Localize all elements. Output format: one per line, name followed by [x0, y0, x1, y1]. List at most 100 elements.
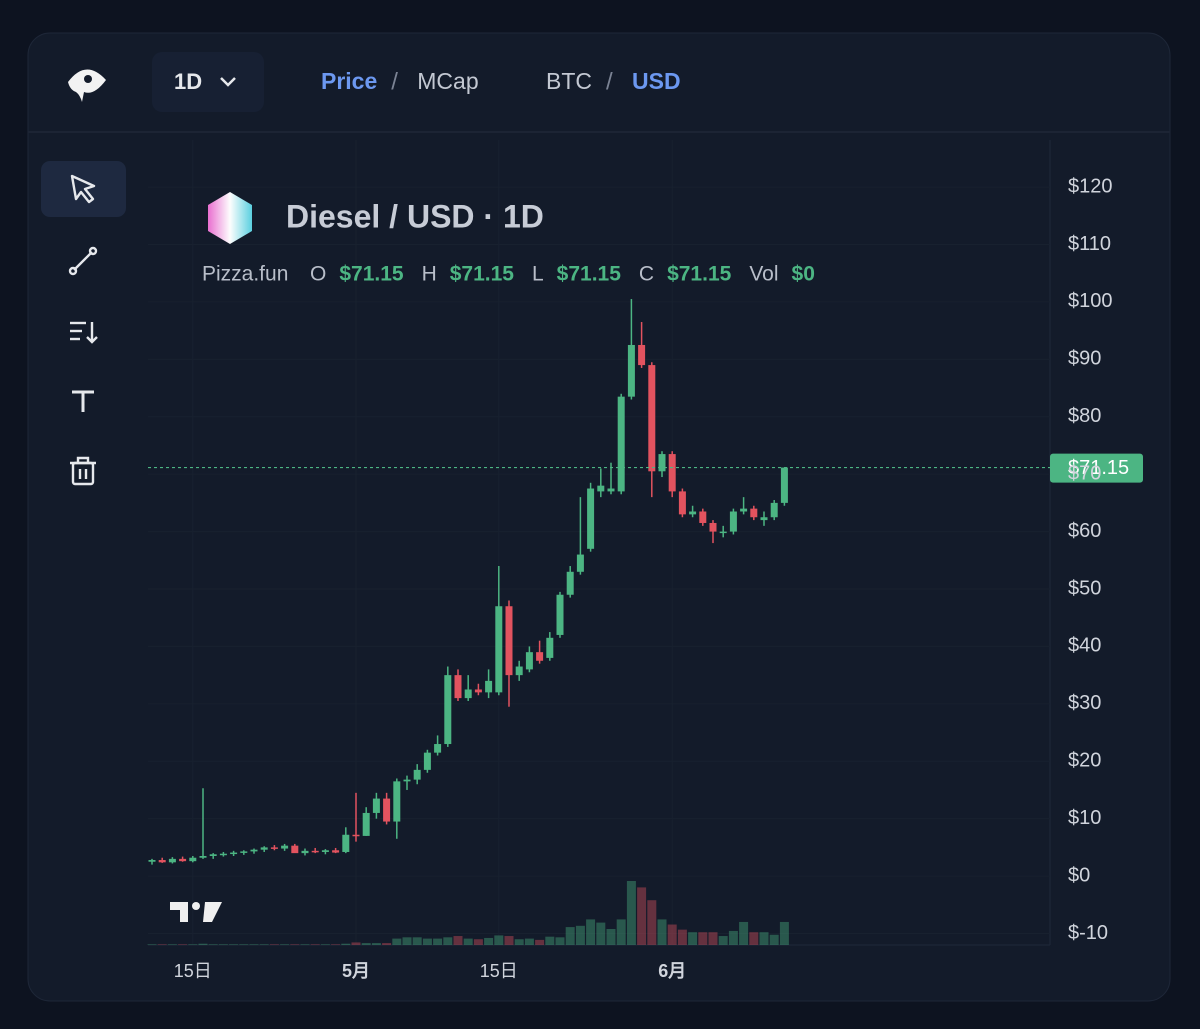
tool-active-bg: [41, 161, 126, 217]
volume-bar: [290, 944, 300, 945]
volume-bar: [249, 944, 259, 945]
volume-bar: [351, 942, 361, 945]
volume-bar: [198, 943, 208, 945]
legend-key: Vol: [749, 263, 778, 286]
candle-body: [189, 857, 197, 862]
candle-body: [515, 666, 523, 676]
volume-bar: [167, 944, 177, 945]
mode-option[interactable]: MCap: [417, 68, 478, 94]
volume-bar: [545, 936, 555, 945]
candle-body: [556, 594, 564, 635]
volume-bar: [422, 938, 432, 945]
candle-body: [454, 675, 462, 699]
volume-bar: [269, 944, 279, 945]
candle-body: [383, 798, 391, 822]
candle-body: [413, 769, 421, 780]
volume-bar: [453, 936, 463, 945]
mode-option[interactable]: BTC: [546, 68, 592, 94]
volume-bar: [647, 900, 657, 945]
candle-body: [709, 522, 717, 532]
candle-body: [199, 856, 207, 858]
y-tick-label: $90: [1068, 348, 1101, 370]
candle-body: [597, 485, 605, 492]
text-tool[interactable]: [72, 390, 94, 412]
candle-body: [393, 781, 401, 822]
volume-bar: [759, 932, 769, 945]
candle-body: [342, 834, 350, 852]
candle-body: [587, 488, 595, 549]
volume-bar: [433, 938, 443, 945]
candle-body: [291, 845, 299, 854]
sort-tool[interactable]: [70, 321, 98, 344]
candle-body: [332, 850, 340, 853]
separator: /: [606, 68, 613, 95]
volume-bar: [382, 943, 392, 945]
line-tool[interactable]: [68, 246, 98, 276]
interval-button[interactable]: [152, 52, 264, 112]
y-tick-label: $30: [1068, 692, 1101, 714]
volume-bar: [524, 938, 534, 945]
candle-body: [689, 511, 697, 515]
legend-value: $71.15: [667, 263, 732, 286]
candle-body: [352, 834, 360, 837]
y-tick-label: $60: [1068, 520, 1101, 542]
volume-bar: [606, 929, 616, 945]
volume-bar: [596, 922, 606, 945]
volume-bar: [178, 944, 188, 945]
volume-bar: [463, 938, 473, 945]
delete-tool[interactable]: [70, 456, 96, 486]
candle-body: [617, 396, 625, 492]
candle-body: [158, 860, 166, 863]
legend-key: L: [532, 263, 544, 286]
volume-bar: [718, 936, 728, 945]
candle-body: [770, 502, 778, 518]
volume-bar: [157, 944, 167, 945]
candle-body: [372, 798, 380, 813]
candle-body: [434, 744, 442, 753]
candle-body: [270, 847, 278, 849]
token-logo: [208, 192, 252, 244]
y-tick-label: $50: [1068, 577, 1101, 599]
separator: /: [391, 68, 398, 95]
candle-body: [179, 858, 187, 862]
candle-body: [750, 508, 758, 518]
candle-body: [362, 812, 370, 836]
volume-bar: [688, 932, 698, 945]
volume-bar: [749, 932, 759, 945]
candle-body: [148, 860, 156, 862]
volume-bar: [259, 944, 269, 945]
candle-body: [219, 853, 227, 856]
last-price-label: $71.15: [1068, 457, 1129, 479]
volume-bar: [657, 919, 667, 945]
candle-body: [209, 854, 217, 857]
candle-body: [780, 467, 788, 503]
candle-body: [525, 652, 533, 670]
candle-body: [423, 752, 431, 770]
y-tick-label: $0: [1068, 864, 1090, 886]
volume-bar: [239, 944, 249, 945]
mode-option[interactable]: Price: [321, 68, 377, 94]
app-logo[interactable]: [68, 69, 106, 102]
legend-value: $0: [792, 263, 815, 286]
cursor-tool[interactable]: [70, 174, 96, 204]
volume-bar: [412, 937, 422, 945]
candle-body: [281, 845, 289, 849]
last-price-tag: [1050, 453, 1143, 483]
volume-bar: [484, 937, 494, 945]
candle-body: [638, 344, 646, 366]
candle-body: [301, 850, 309, 854]
candle-body: [464, 689, 472, 699]
interval[interactable]: 1D: [174, 69, 202, 94]
volume-bar: [320, 944, 330, 945]
chevron: [220, 77, 236, 87]
candle-body: [678, 491, 686, 515]
candle-body: [576, 554, 584, 572]
mode-option[interactable]: USD: [632, 68, 681, 94]
candle-body: [699, 511, 707, 523]
volume-bar: [341, 943, 351, 945]
candle-body: [495, 606, 503, 693]
volume-bar: [565, 927, 575, 945]
volume-bar: [443, 937, 453, 945]
y-tick-label: $10: [1068, 807, 1101, 829]
